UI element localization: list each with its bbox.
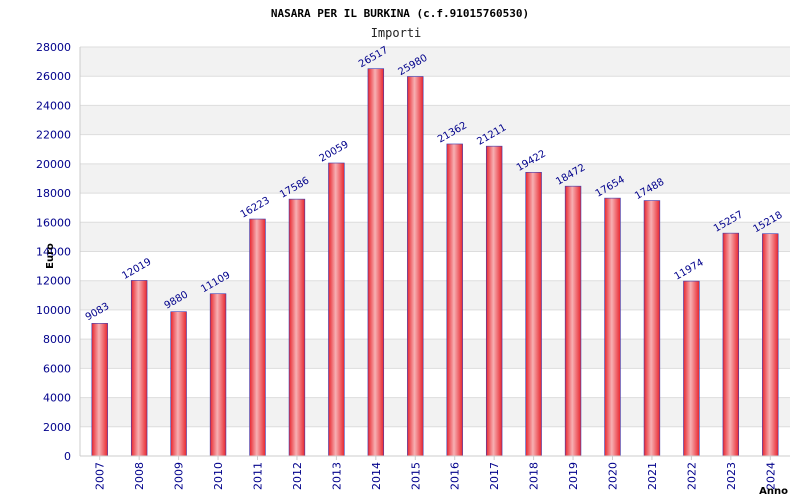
bars [91,68,779,457]
bar-2014 [367,68,385,457]
grid-band [80,339,790,369]
y-tick-label: 14000 [36,246,71,259]
y-tick-label: 18000 [36,187,71,200]
bar-2015 [407,76,424,457]
bar-2021 [643,200,661,457]
y-tick-label: 28000 [36,41,71,54]
grid-band [80,397,790,427]
y-tick-label: 22000 [36,129,71,142]
axes [79,47,790,460]
x-tick-label: 2021 [646,462,659,490]
x-tick-label: 2009 [173,462,186,490]
bar-2009 [170,311,187,457]
bar-2011 [249,218,266,457]
data-label: 16223 [239,195,272,220]
x-tick-label: 2013 [330,462,343,490]
x-tick-label: 2008 [133,462,146,490]
grid-band [80,222,790,252]
x-tick-label: 2014 [370,462,383,490]
bar-2007 [91,323,108,457]
bar-2018 [525,172,542,457]
y-tick-label: 12000 [36,275,71,288]
x-tick-label: 2017 [488,462,501,490]
x-tick-label: 2023 [725,462,738,490]
chart-subtitle: Importi [371,26,422,40]
data-label: 12019 [120,257,153,282]
bar-2013 [328,162,345,457]
x-axis-label: Anno [759,486,788,497]
x-tick-label: 2022 [685,462,698,490]
y-tick-label: 10000 [36,304,71,317]
x-tick-label: 2010 [212,462,225,490]
y-tick-label: 6000 [43,362,71,375]
x-tick-label: 2018 [528,462,541,490]
bar-2008 [130,280,148,457]
data-label: 20059 [318,139,351,164]
bar-2010 [209,293,227,457]
bar-2024 [762,233,779,457]
data-label: 11974 [673,257,706,282]
y-axis-label: Euro [45,243,56,269]
bar-2012 [288,198,306,457]
y-tick-label: 4000 [43,392,71,405]
bar-2022 [683,280,700,457]
x-tick-label: 2012 [291,462,304,490]
bar-2020 [604,197,621,457]
y-tick-label: 26000 [36,70,71,83]
bar-2019 [564,185,582,457]
x-tick-label: 2011 [252,462,265,490]
y-tick-label: 2000 [43,421,71,434]
bar-2017 [485,145,503,457]
grid-band [80,280,790,310]
y-tick-labels: 0 2000 4000 6000 8000 10000 12000 14000 16000 180… [36,41,71,463]
x-tick-labels: 2007 2008 2009 2010 2011 2012 2013 2014 2015 2016… [94,462,778,490]
x-tick-label: 2019 [567,462,580,490]
x-tick-label: 2024 [764,462,777,490]
grid-band [80,47,790,77]
grid-band [80,163,790,194]
chart-title: NASARA PER IL BURKINA (c.f.91015760530) [271,7,529,20]
bar-2016 [446,143,463,457]
x-tick-label: 2007 [94,462,107,490]
x-tick-label: 2016 [449,462,462,490]
x-tick-label: 2020 [607,462,620,490]
grid-band [80,105,790,135]
y-tick-label: 0 [64,450,71,463]
grid-bands [80,47,790,427]
x-tick-label: 2015 [409,462,422,490]
y-tick-label: 16000 [36,216,71,229]
bar-2023 [722,232,740,457]
y-tick-label: 20000 [36,158,71,171]
y-tick-label: 24000 [36,99,71,112]
y-tick-label: 8000 [43,333,71,346]
